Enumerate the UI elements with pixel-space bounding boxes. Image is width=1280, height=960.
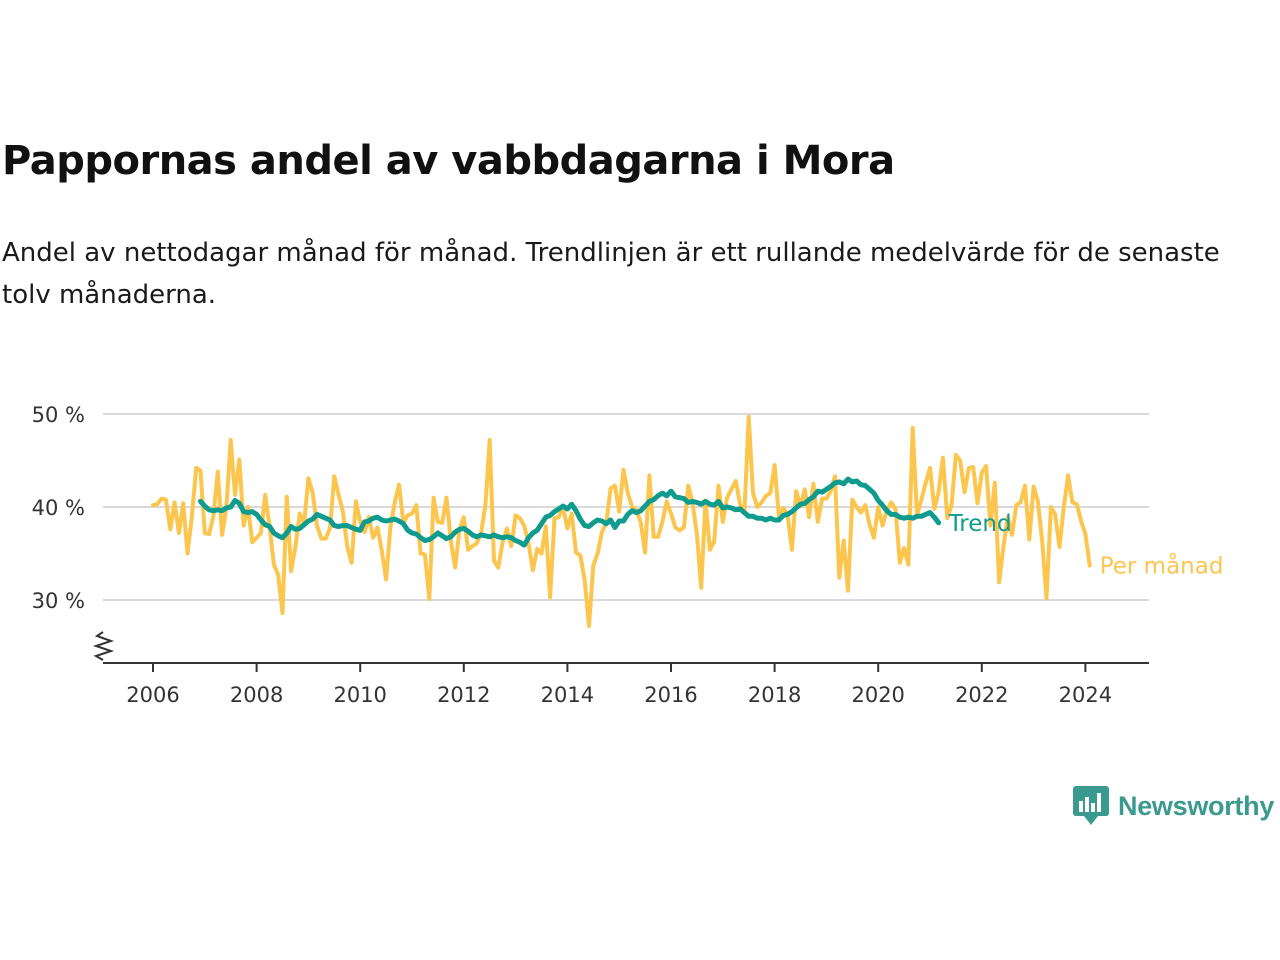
series-lines — [151, 414, 1092, 628]
x-tick-label: 2020 — [851, 683, 904, 707]
trend-label: Trend — [948, 511, 1012, 537]
newsworthy-logo-icon — [1073, 786, 1109, 825]
x-tick-label: 2022 — [955, 683, 1008, 707]
y-tick-label: 40 % — [32, 496, 85, 520]
x-tick-label: 2006 — [126, 683, 179, 707]
newsworthy-logo: Newsworthy — [1072, 785, 1274, 827]
x-tick-label: 2016 — [644, 683, 697, 707]
trend-line — [198, 476, 942, 548]
y-tick-label: 30 % — [32, 589, 85, 613]
x-tick-label: 2018 — [748, 683, 801, 707]
brand-name: Newsworthy — [1118, 790, 1275, 821]
y-tick-label: 50 % — [32, 403, 85, 427]
series-labels: Per månad Trend — [948, 511, 1224, 580]
chart-title: Pappornas andel av vabbdagarna i Mora — [2, 138, 895, 184]
x-tick-label: 2008 — [230, 683, 283, 707]
x-tick-label: 2014 — [541, 683, 594, 707]
chart-subtitle: Andel av nettodagar månad för månad. Tre… — [2, 238, 1220, 310]
grid-lines: 30 % 40 % 50 % — [32, 403, 1149, 661]
monthly-label: Per månad — [1100, 552, 1224, 580]
x-axis: 2006 2008 2010 2012 2014 2016 2018 2020 2022 2024 — [103, 662, 1149, 707]
monthly-line — [151, 414, 1092, 628]
x-tick-label: 2024 — [1059, 683, 1112, 707]
x-tick-label: 2010 — [333, 683, 386, 707]
x-tick-label: 2012 — [437, 683, 490, 707]
axis-break-icon — [92, 631, 115, 661]
